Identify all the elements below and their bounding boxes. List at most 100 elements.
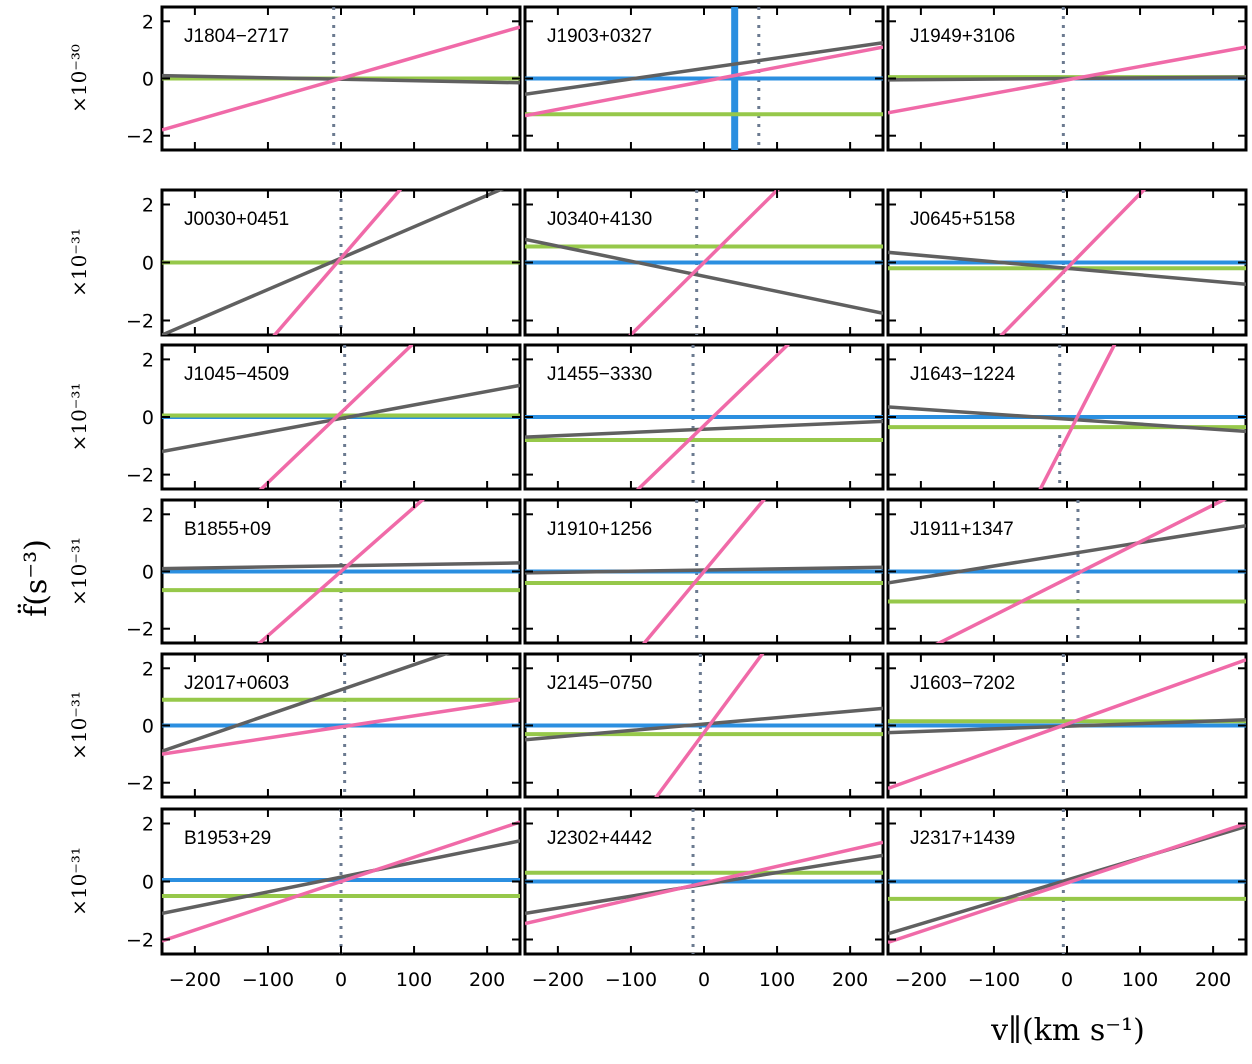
panel-name: J0645+5158 bbox=[910, 209, 1015, 230]
panel-plot-area bbox=[525, 809, 883, 954]
panel: J2302+4442 bbox=[523, 807, 885, 956]
panel: J1804−2717 bbox=[160, 5, 522, 152]
pink-line bbox=[999, 190, 1147, 335]
y-tick-label: −2 bbox=[126, 773, 154, 795]
pink-line bbox=[272, 190, 403, 335]
x-tick-label: −200 bbox=[532, 969, 584, 991]
pink-line bbox=[888, 821, 1246, 945]
x-tick-label: 200 bbox=[1195, 969, 1231, 991]
pink-line bbox=[642, 500, 766, 643]
row-multiplier: ×10⁻³¹ bbox=[67, 847, 91, 916]
row-multiplier: ×10⁻³¹ bbox=[67, 691, 91, 760]
row-multiplier: ×10⁻³¹ bbox=[67, 537, 91, 606]
grey-line bbox=[162, 654, 451, 753]
y-tick-label: −2 bbox=[126, 930, 154, 952]
panel-plot-area bbox=[888, 809, 1246, 954]
panel-plot-area bbox=[525, 654, 883, 797]
panel: J1455−3330 bbox=[523, 343, 885, 491]
panel-name: J1603−7202 bbox=[910, 673, 1015, 694]
panel-name: J2317+1439 bbox=[910, 828, 1015, 849]
panel-name: J2302+4442 bbox=[547, 828, 652, 849]
pink-line bbox=[935, 500, 1228, 643]
pink-line bbox=[258, 345, 415, 489]
panel-name: B1953+29 bbox=[184, 828, 271, 849]
pink-line bbox=[628, 190, 780, 335]
pink-line bbox=[654, 654, 765, 797]
panel-name: B1855+09 bbox=[184, 519, 271, 540]
x-tick-label: −200 bbox=[169, 969, 221, 991]
panel: J0645+5158 bbox=[886, 188, 1248, 337]
panel: J1045−4509 bbox=[160, 343, 522, 491]
panel-name: J1804−2717 bbox=[184, 26, 289, 47]
x-tick-label: 200 bbox=[832, 969, 868, 991]
grey-line bbox=[525, 419, 883, 439]
panel: J1603−7202 bbox=[886, 652, 1248, 799]
panel-plot-area bbox=[162, 654, 520, 797]
x-tick-label: 0 bbox=[335, 969, 347, 991]
y-tick-label: −2 bbox=[126, 126, 154, 148]
pink-line bbox=[888, 658, 1246, 791]
panel: B1953+29 bbox=[160, 807, 522, 956]
panel: B1855+09 bbox=[160, 498, 522, 645]
panel-plot-area bbox=[888, 190, 1246, 335]
panel-name: J1045−4509 bbox=[184, 364, 289, 385]
panel-name: J2145−0750 bbox=[547, 673, 652, 694]
x-tick-label: −100 bbox=[242, 969, 294, 991]
panel-plot-area bbox=[162, 190, 520, 335]
grey-line bbox=[525, 706, 883, 742]
panel-name: J1455−3330 bbox=[547, 364, 652, 385]
global-x-label: v∥(km s⁻¹) bbox=[990, 1013, 1145, 1048]
panel-plot-area bbox=[888, 500, 1246, 643]
panel-name: J1643−1224 bbox=[910, 364, 1016, 385]
x-tick-label: 0 bbox=[1061, 969, 1073, 991]
x-tick-label: −100 bbox=[605, 969, 657, 991]
y-tick-label: 0 bbox=[142, 872, 154, 894]
y-tick-label: 2 bbox=[142, 658, 154, 680]
x-tick-label: 100 bbox=[396, 969, 432, 991]
panel: J2145−0750 bbox=[523, 652, 885, 799]
panel: J1911+1347 bbox=[886, 498, 1248, 645]
grey-line bbox=[888, 524, 1246, 585]
panel: J1949+3106 bbox=[886, 5, 1248, 152]
y-tick-label: −2 bbox=[126, 619, 154, 641]
y-tick-label: 0 bbox=[142, 716, 154, 738]
grey-line bbox=[525, 41, 883, 96]
grey-line bbox=[162, 561, 520, 571]
panel-name: J0340+4130 bbox=[547, 209, 652, 230]
panel-plot-area bbox=[888, 654, 1246, 797]
y-tick-label: 2 bbox=[142, 195, 154, 217]
pink-line bbox=[162, 820, 520, 943]
panel: J0340+4130 bbox=[523, 188, 885, 337]
pink-line bbox=[162, 698, 520, 756]
panel: J1903+0327 bbox=[523, 5, 885, 152]
panel-plot-area bbox=[162, 345, 520, 489]
panel: J1643−1224 bbox=[886, 343, 1248, 491]
panel-name: J0030+0451 bbox=[184, 209, 289, 230]
panel: J1910+1256 bbox=[523, 498, 885, 645]
row-multiplier: ×10⁻³¹ bbox=[67, 228, 91, 297]
y-tick-label: 2 bbox=[142, 504, 154, 526]
pink-line bbox=[888, 45, 1246, 115]
x-tick-label: 0 bbox=[698, 969, 710, 991]
y-tick-label: −2 bbox=[126, 311, 154, 333]
global-y-label: f̈(s⁻³) bbox=[17, 539, 54, 617]
grey-line bbox=[888, 405, 1246, 434]
y-tick-label: 0 bbox=[142, 407, 154, 429]
y-tick-label: 2 bbox=[142, 814, 154, 836]
panel-plot-area bbox=[525, 7, 883, 150]
panel-plot-area bbox=[525, 190, 883, 335]
panel-name: J1949+3106 bbox=[910, 26, 1015, 47]
x-tick-label: −200 bbox=[895, 969, 947, 991]
panel-plot-area bbox=[162, 500, 520, 643]
pink-line bbox=[1038, 345, 1117, 489]
panels-layer: ×10⁻³⁰ J1804−2717 −2 0 2 J1903+0327 J1949+3106… bbox=[67, 5, 1248, 991]
grey-line bbox=[525, 237, 883, 315]
labels-layer: f̈(s⁻³) v∥(km s⁻¹) bbox=[17, 539, 1144, 1048]
x-tick-label: 100 bbox=[759, 969, 795, 991]
pink-line bbox=[256, 500, 426, 643]
y-tick-label: 0 bbox=[142, 69, 154, 91]
panel-name: J1903+0327 bbox=[547, 26, 652, 47]
panel: J2017+0603 bbox=[160, 652, 522, 799]
panel-plot-area bbox=[525, 500, 883, 643]
